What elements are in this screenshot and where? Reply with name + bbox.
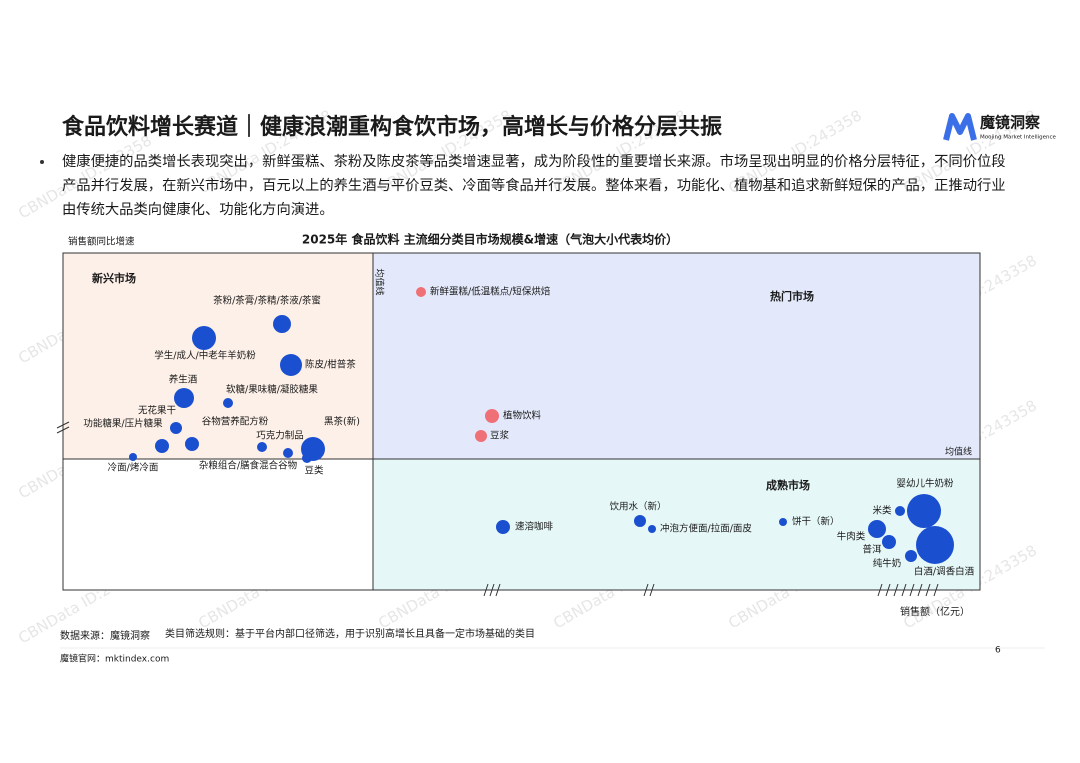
- bubble: [485, 409, 499, 423]
- quadrant-label: 热门市场: [770, 289, 814, 303]
- bubble-label: 学生/成人/中老年羊奶粉: [154, 350, 256, 362]
- axis-breaks: [56, 421, 939, 597]
- bubble: [496, 520, 510, 534]
- bubble: [280, 354, 302, 376]
- bubble: [779, 518, 787, 526]
- bubble: [192, 326, 216, 350]
- bubble: [257, 442, 267, 452]
- bubble: [416, 287, 426, 297]
- bubble-label: 冲泡方便面/拉面/面皮: [660, 523, 752, 535]
- bubble: [129, 453, 137, 461]
- bubble-label: 谷物营养配方粉: [202, 416, 269, 428]
- bubble-label: 巧克力制品: [256, 430, 304, 442]
- bubble-label: 米类: [872, 505, 892, 517]
- bubble: [882, 535, 896, 549]
- bubble-label: 婴幼儿牛奶粉: [896, 478, 954, 490]
- quadrant-label: 成熟市场: [766, 478, 810, 492]
- bubble-label: 速溶咖啡: [515, 521, 554, 533]
- mean-line-label: 均值线: [374, 268, 386, 295]
- bubble-label: 冷面/烤冷面: [108, 462, 159, 474]
- plot-border: [62, 252, 981, 591]
- bubble-label: 黑茶(新): [324, 416, 360, 428]
- bubble-label: 茶粉/茶膏/茶精/茶液/茶蜜: [213, 295, 321, 307]
- bubble: [907, 494, 941, 528]
- mean-line-label: 均值线: [945, 446, 972, 458]
- bubble: [273, 315, 291, 333]
- bubble: [905, 550, 917, 562]
- bubble: [895, 506, 905, 516]
- bubble: [916, 526, 954, 564]
- bubble-label: 陈皮/柑普茶: [305, 359, 356, 371]
- bubble: [283, 448, 293, 458]
- bubble-label: 软糖/果味糖/凝胶糖果: [226, 384, 318, 396]
- bubble-label: 杂粮组合/膳食混合谷物: [199, 460, 298, 472]
- y-axis-label: 销售额同比增速: [68, 236, 135, 248]
- chart-title: 2025年 食品饮料 主流细分类目市场规模&增速（气泡大小代表均价）: [302, 232, 678, 247]
- x-axis-label: 销售额（亿元）: [900, 605, 970, 618]
- bubble: [475, 430, 487, 442]
- logo: 魔镜洞察 Moojing Market Intelligence: [943, 113, 1057, 141]
- bullet-line: 产品并行发展，在新兴市场中，百元以上的养生酒与平价豆类、冷面等食品并行发展。整体…: [62, 176, 1006, 194]
- quadrant-other: [63, 459, 373, 590]
- bubble: [302, 453, 312, 463]
- bubble: [634, 515, 646, 527]
- bubble-label: 饮用水（新）: [609, 501, 666, 513]
- quadrant-hot: [373, 253, 980, 459]
- bubble-label: 植物饮料: [503, 410, 542, 422]
- bubble-label: 无花果干: [138, 405, 176, 417]
- logo-name: 魔镜洞察: [980, 114, 1041, 132]
- bullet-line: 健康便捷的品类增长表现突出，新鲜蛋糕、茶粉及陈皮茶等品类增速显著，成为阶段性的重…: [62, 152, 1006, 170]
- bubble: [185, 437, 199, 451]
- page-number: 6: [995, 646, 1001, 656]
- footer-source: 数据来源：魔镜洞察: [60, 629, 150, 642]
- footer-rule: 类目筛选规则：基于平台内部口径筛选，用于识别高增长且具备一定市场基础的类目: [165, 627, 535, 640]
- bubbles: 茶粉/茶膏/茶精/茶液/茶蜜学生/成人/中老年羊奶粉陈皮/柑普茶养生酒软糖/果味…: [83, 286, 974, 578]
- footer-website: 魔镜官网：mktindex.com: [60, 653, 169, 665]
- bubble: [223, 398, 233, 408]
- bubble-label: 新鲜蛋糕/低温糕点/短保烘焙: [430, 286, 551, 298]
- bubble: [174, 388, 194, 408]
- bubble-label: 普洱: [862, 544, 882, 556]
- bubble-label: 豆浆: [490, 430, 510, 442]
- bubble-label: 牛肉类: [837, 531, 866, 543]
- quadrant-emerging: [63, 253, 373, 459]
- quadrant-label: 新兴市场: [92, 271, 136, 285]
- logo-icon: [943, 113, 977, 141]
- bubble: [648, 525, 656, 533]
- bubble-label: 功能糖果/压片糖果: [83, 418, 163, 430]
- bubble: [155, 439, 169, 453]
- bubble-label: 豆类: [304, 465, 324, 477]
- bubble-label: 纯牛奶: [873, 558, 902, 570]
- bullet-line: 由传统大品类向健康化、功能化方向演进。: [62, 201, 334, 218]
- title: 食品饮料增长赛道｜健康浪潮重构食饮市场，高增长与价格分层共振: [62, 114, 722, 140]
- bubble-label: 饼干（新）: [792, 516, 840, 528]
- bullet-dot: [40, 160, 44, 164]
- bubble-label: 养生酒: [169, 374, 198, 386]
- logo-tagline: Moojing Market Intelligence: [980, 135, 1057, 141]
- plot: 均值线 均值线 新兴市场 热门市场 成熟市场 茶粉/茶膏/茶精/茶液/茶蜜学生/…: [56, 252, 981, 597]
- bubble: [868, 520, 886, 538]
- bubble-label: 白酒/调香白酒: [914, 566, 975, 578]
- bubble: [170, 422, 182, 434]
